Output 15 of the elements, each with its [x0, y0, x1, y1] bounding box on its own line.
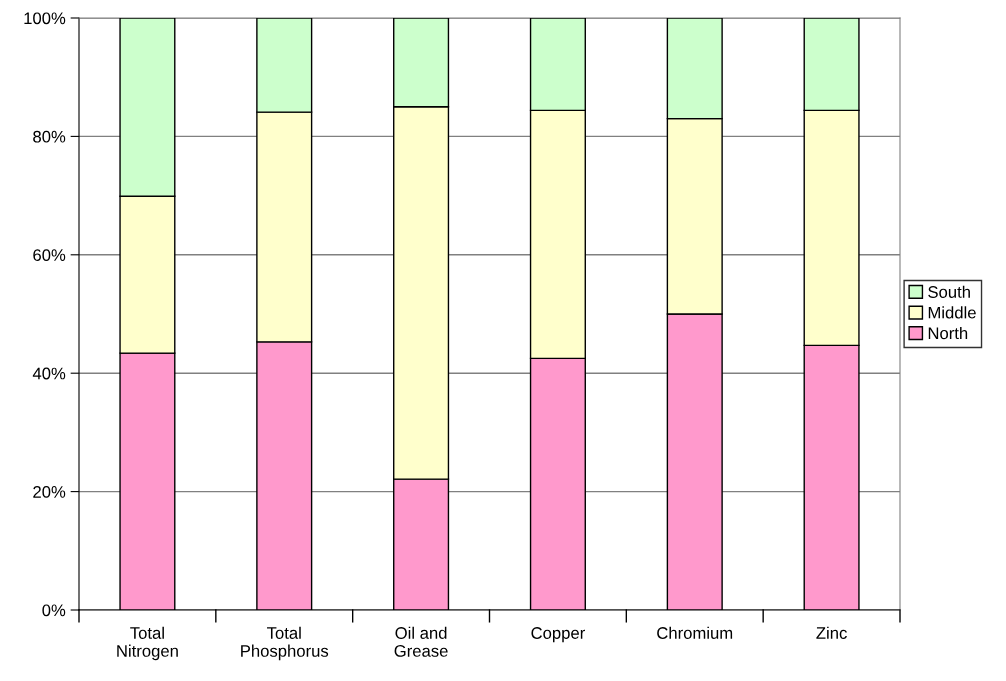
y-tick-label: 40%	[32, 367, 66, 380]
legend-label: Middle	[928, 306, 976, 319]
y-tick-label: 20%	[33, 486, 66, 498]
y-tick-label: 0%	[42, 604, 66, 617]
x-tick-label: Chromium	[657, 626, 733, 639]
x-tick-label: Total Phosphorus	[241, 626, 329, 661]
x-tick-label: Copper	[531, 627, 585, 643]
y-tick-label: 100%	[24, 12, 66, 25]
legend-label: North	[928, 326, 968, 340]
y-tick-label: 80%	[33, 130, 66, 143]
x-tick-label: Oil and Grease	[394, 626, 448, 657]
x-tick-label: Total Nitrogen	[117, 626, 178, 661]
y-tick-label: 60%	[33, 249, 66, 261]
x-tick-label: Zinc	[816, 626, 847, 639]
legend-label: South	[928, 285, 970, 298]
